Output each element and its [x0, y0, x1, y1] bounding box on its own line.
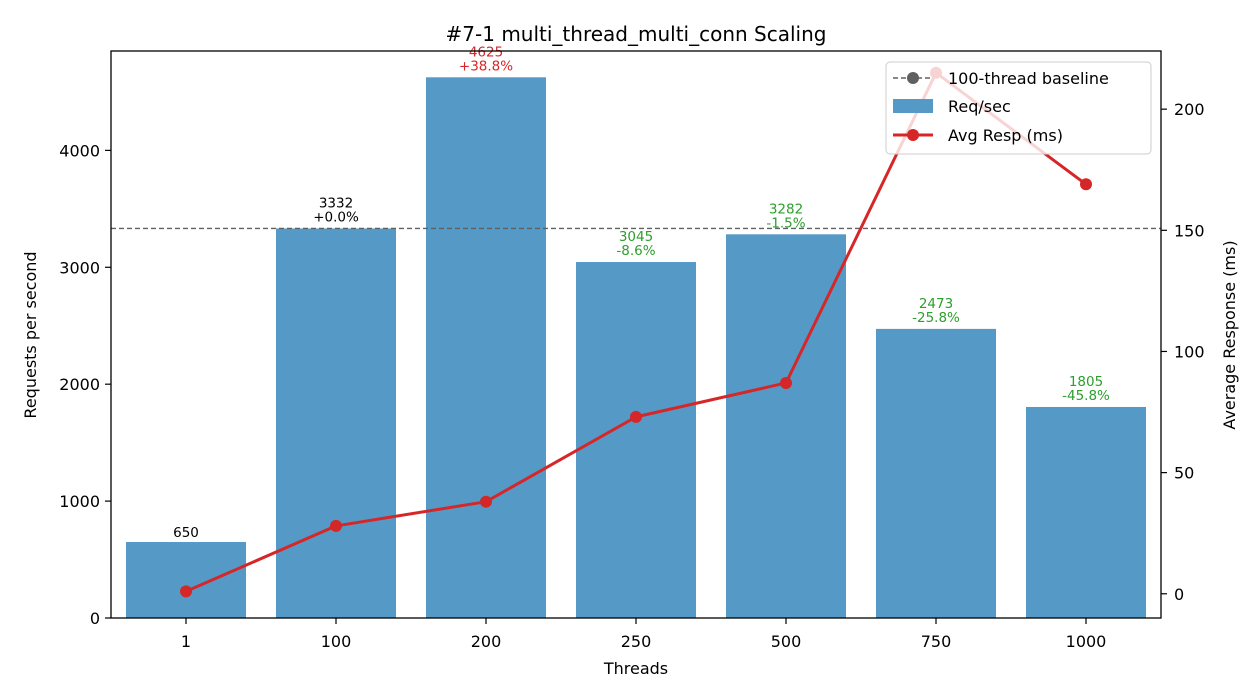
- bar-value-label: 3282: [769, 201, 803, 217]
- y2-tick-label: 150: [1174, 221, 1205, 240]
- legend-bar-handle: [893, 99, 933, 113]
- avg-resp-point-1000: [1080, 178, 1092, 191]
- bar-value-label: 650: [173, 525, 199, 541]
- bar-delta-label: -45.8%: [1062, 388, 1110, 404]
- bar-value-label: 3045: [619, 229, 653, 245]
- x-tick-label: 750: [921, 632, 952, 651]
- x-tick-label: 1000: [1066, 632, 1107, 651]
- y2-tick-label: 50: [1174, 464, 1194, 483]
- y2-tick-label: 100: [1174, 342, 1205, 361]
- x-tick-label: 1: [181, 632, 191, 651]
- bar-delta-label: -25.8%: [912, 310, 960, 326]
- y2-axis-title: Average Response (ms): [1220, 240, 1239, 429]
- y-tick-label: 0: [90, 609, 100, 628]
- legend-label-baseline: 100-thread baseline: [948, 69, 1109, 88]
- avg-resp-point-250: [630, 410, 642, 423]
- y-tick-label: 3000: [59, 258, 100, 277]
- bar-100: [276, 228, 396, 618]
- avg-resp-point-100: [330, 519, 342, 532]
- bar-delta-label: +0.0%: [313, 209, 359, 225]
- chart-title: #7-1 multi_thread_multi_conn Scaling: [446, 22, 827, 46]
- legend-baseline-marker: [907, 72, 919, 84]
- legend-label-avgresp: Avg Resp (ms): [948, 126, 1063, 145]
- bar-750: [876, 328, 996, 618]
- x-tick-label: 250: [621, 632, 652, 651]
- bar-value-label: 2473: [919, 296, 953, 312]
- avg-resp-point-200: [480, 495, 492, 508]
- bar-value-label: 4625: [469, 44, 503, 60]
- bar-delta-label: -8.6%: [616, 243, 655, 259]
- x-axis-title: Threads: [603, 659, 668, 678]
- bar-value-label: 1805: [1069, 374, 1103, 390]
- legend-box: [885, 61, 1152, 155]
- legend-line-marker: [907, 129, 919, 141]
- bar-value-label: 3332: [319, 195, 353, 211]
- x-tick-label: 200: [471, 632, 502, 651]
- y-axis-title: Requests per second: [21, 251, 40, 418]
- bar-delta-label: +38.8%: [459, 58, 513, 74]
- bar-200: [426, 77, 546, 618]
- y2-tick-label: 0: [1174, 585, 1184, 604]
- y-tick-label: 4000: [59, 141, 100, 160]
- bar-1: [126, 542, 246, 618]
- y-tick-label: 1000: [59, 492, 100, 511]
- plot-area: 650 3332+0.0% 4625+38.8% 3045-8.6% 3282-1.5%…: [59, 44, 1204, 651]
- legend-label-reqsec: Req/sec: [948, 97, 1011, 116]
- bar-500: [726, 234, 846, 618]
- bar-delta-label: -1.5%: [766, 215, 805, 231]
- avg-resp-point-1: [180, 585, 192, 598]
- avg-resp-point-500: [780, 376, 792, 389]
- bar-1000: [1026, 406, 1146, 618]
- x-tick-label: 500: [771, 632, 802, 651]
- y-tick-label: 2000: [59, 375, 100, 394]
- legend: 100-thread baseline Req/sec Avg Resp (ms): [885, 61, 1152, 155]
- x-tick-label: 100: [321, 632, 352, 651]
- y2-tick-label: 200: [1174, 100, 1205, 119]
